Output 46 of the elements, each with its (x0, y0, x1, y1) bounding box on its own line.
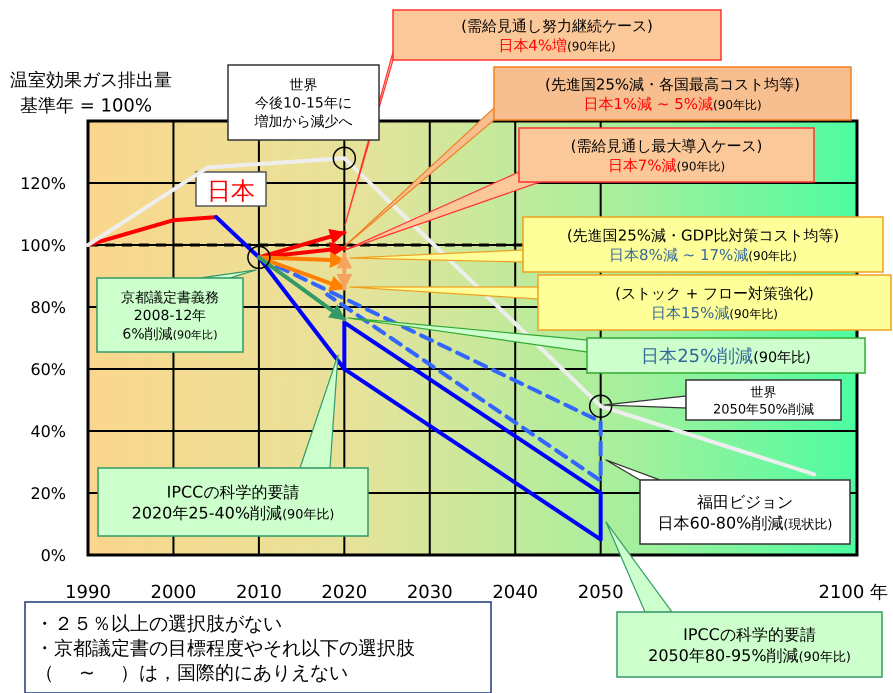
annotation: 6%削減(90年比) (122, 326, 218, 342)
y-tick-label: 60% (30, 360, 66, 379)
x-axis-title: 2100 年 (818, 582, 888, 603)
text: 日本1%減 ~ 5%減(90年比) (583, 94, 762, 113)
annotation: 日本60-80%削減(現状比) (658, 513, 832, 532)
text: ・２５％以上の選択肢がない (35, 612, 282, 635)
annotation: 増加から減少へ (254, 112, 352, 130)
y-tick-label: 100% (20, 236, 66, 255)
x-tick-label: 2050 (578, 582, 624, 603)
annotation: 日本25%削減(90年比) (641, 346, 811, 368)
annotation: (ストック + フロー対策強化) (615, 284, 814, 302)
annotation: 日本7%減(90年比) (608, 156, 726, 174)
text: 今後10-15年に (255, 96, 352, 112)
text: ・京都議定書の目標程度やそれ以下の選択肢 (35, 638, 415, 660)
y-tick-label: 0% (40, 546, 66, 565)
text: (需給見通し努力継続ケース) (461, 16, 653, 35)
x-tick-label: 1990 (65, 582, 111, 603)
y-tick-label: 80% (30, 298, 66, 317)
y-tick-label: 120% (20, 174, 66, 193)
series-label: 日本 (207, 177, 255, 205)
annotation: (需給見通し最大導入ケース) (570, 136, 762, 155)
text: IPCCの科学的要請 (683, 625, 816, 644)
x-tick-label: 2030 (406, 582, 453, 603)
text: 2050年80-95%削減(90年比) (648, 646, 851, 665)
annotation: 2008-12年 (134, 308, 206, 324)
annotation: 2020年25-40%削減(90年比) (132, 503, 334, 522)
annotation: 京都議定書義務 (121, 290, 219, 306)
y-tick-label: 20% (30, 484, 66, 503)
annotation: 福田ビジョン (697, 492, 793, 512)
text: 世界 (290, 77, 318, 94)
annotation: 2050年50%削減 (713, 402, 814, 418)
x-tick-label: 2010 (236, 582, 282, 603)
x-tick-label: 2040 (492, 582, 538, 603)
annotation: 日本15%減(90年比) (651, 304, 778, 322)
text: 日本4%増(90年比) (498, 36, 616, 54)
text: (先進国25%減・各国最高コスト均等) (544, 75, 800, 94)
annotation: IPCCの科学的要請 (166, 482, 300, 502)
y-axis-title: 温室効果ガス排出量 (10, 70, 172, 91)
x-tick-label: 2000 (150, 582, 196, 603)
annotation: 世界 (750, 385, 776, 400)
x-tick-label: 2020 (321, 582, 368, 603)
text: （ ~ ）は，国際的にありえない (35, 662, 348, 684)
annotation: 日本8%減 ~ 17%減(90年比) (609, 246, 797, 264)
annotation: (先進国25%減・GDP比対策コスト均等) (566, 226, 840, 244)
text: 基準年 = 100% (20, 96, 152, 117)
y-tick-label: 40% (30, 422, 66, 441)
